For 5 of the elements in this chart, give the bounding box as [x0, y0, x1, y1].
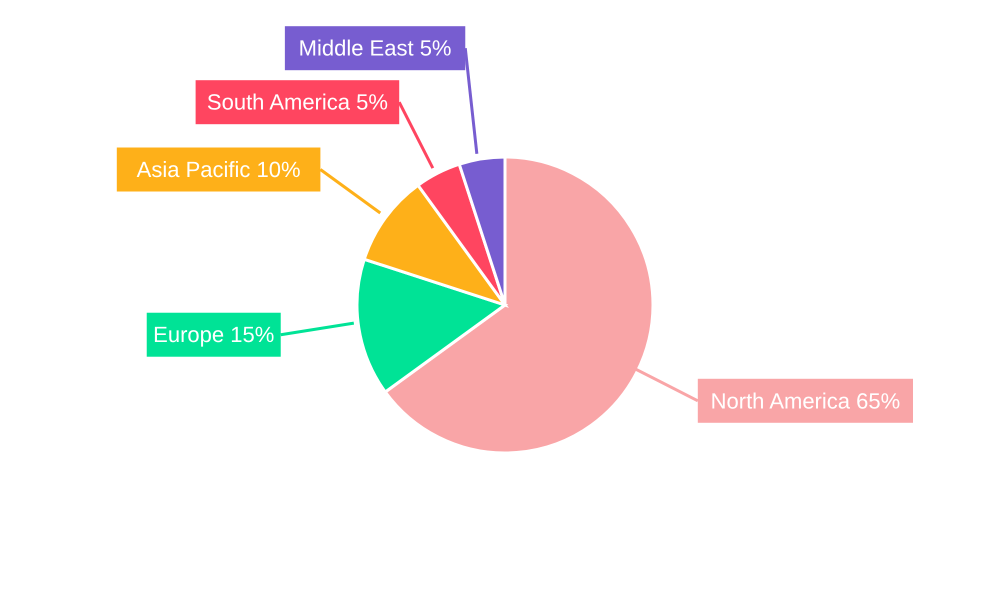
slice-label: Europe 15% — [153, 322, 274, 348]
slice-label: North America 65% — [710, 388, 900, 414]
slice-label: Middle East 5% — [298, 36, 452, 61]
slice-label: South America 5% — [206, 90, 388, 115]
slice-label: Asia Pacific 10% — [136, 157, 301, 182]
